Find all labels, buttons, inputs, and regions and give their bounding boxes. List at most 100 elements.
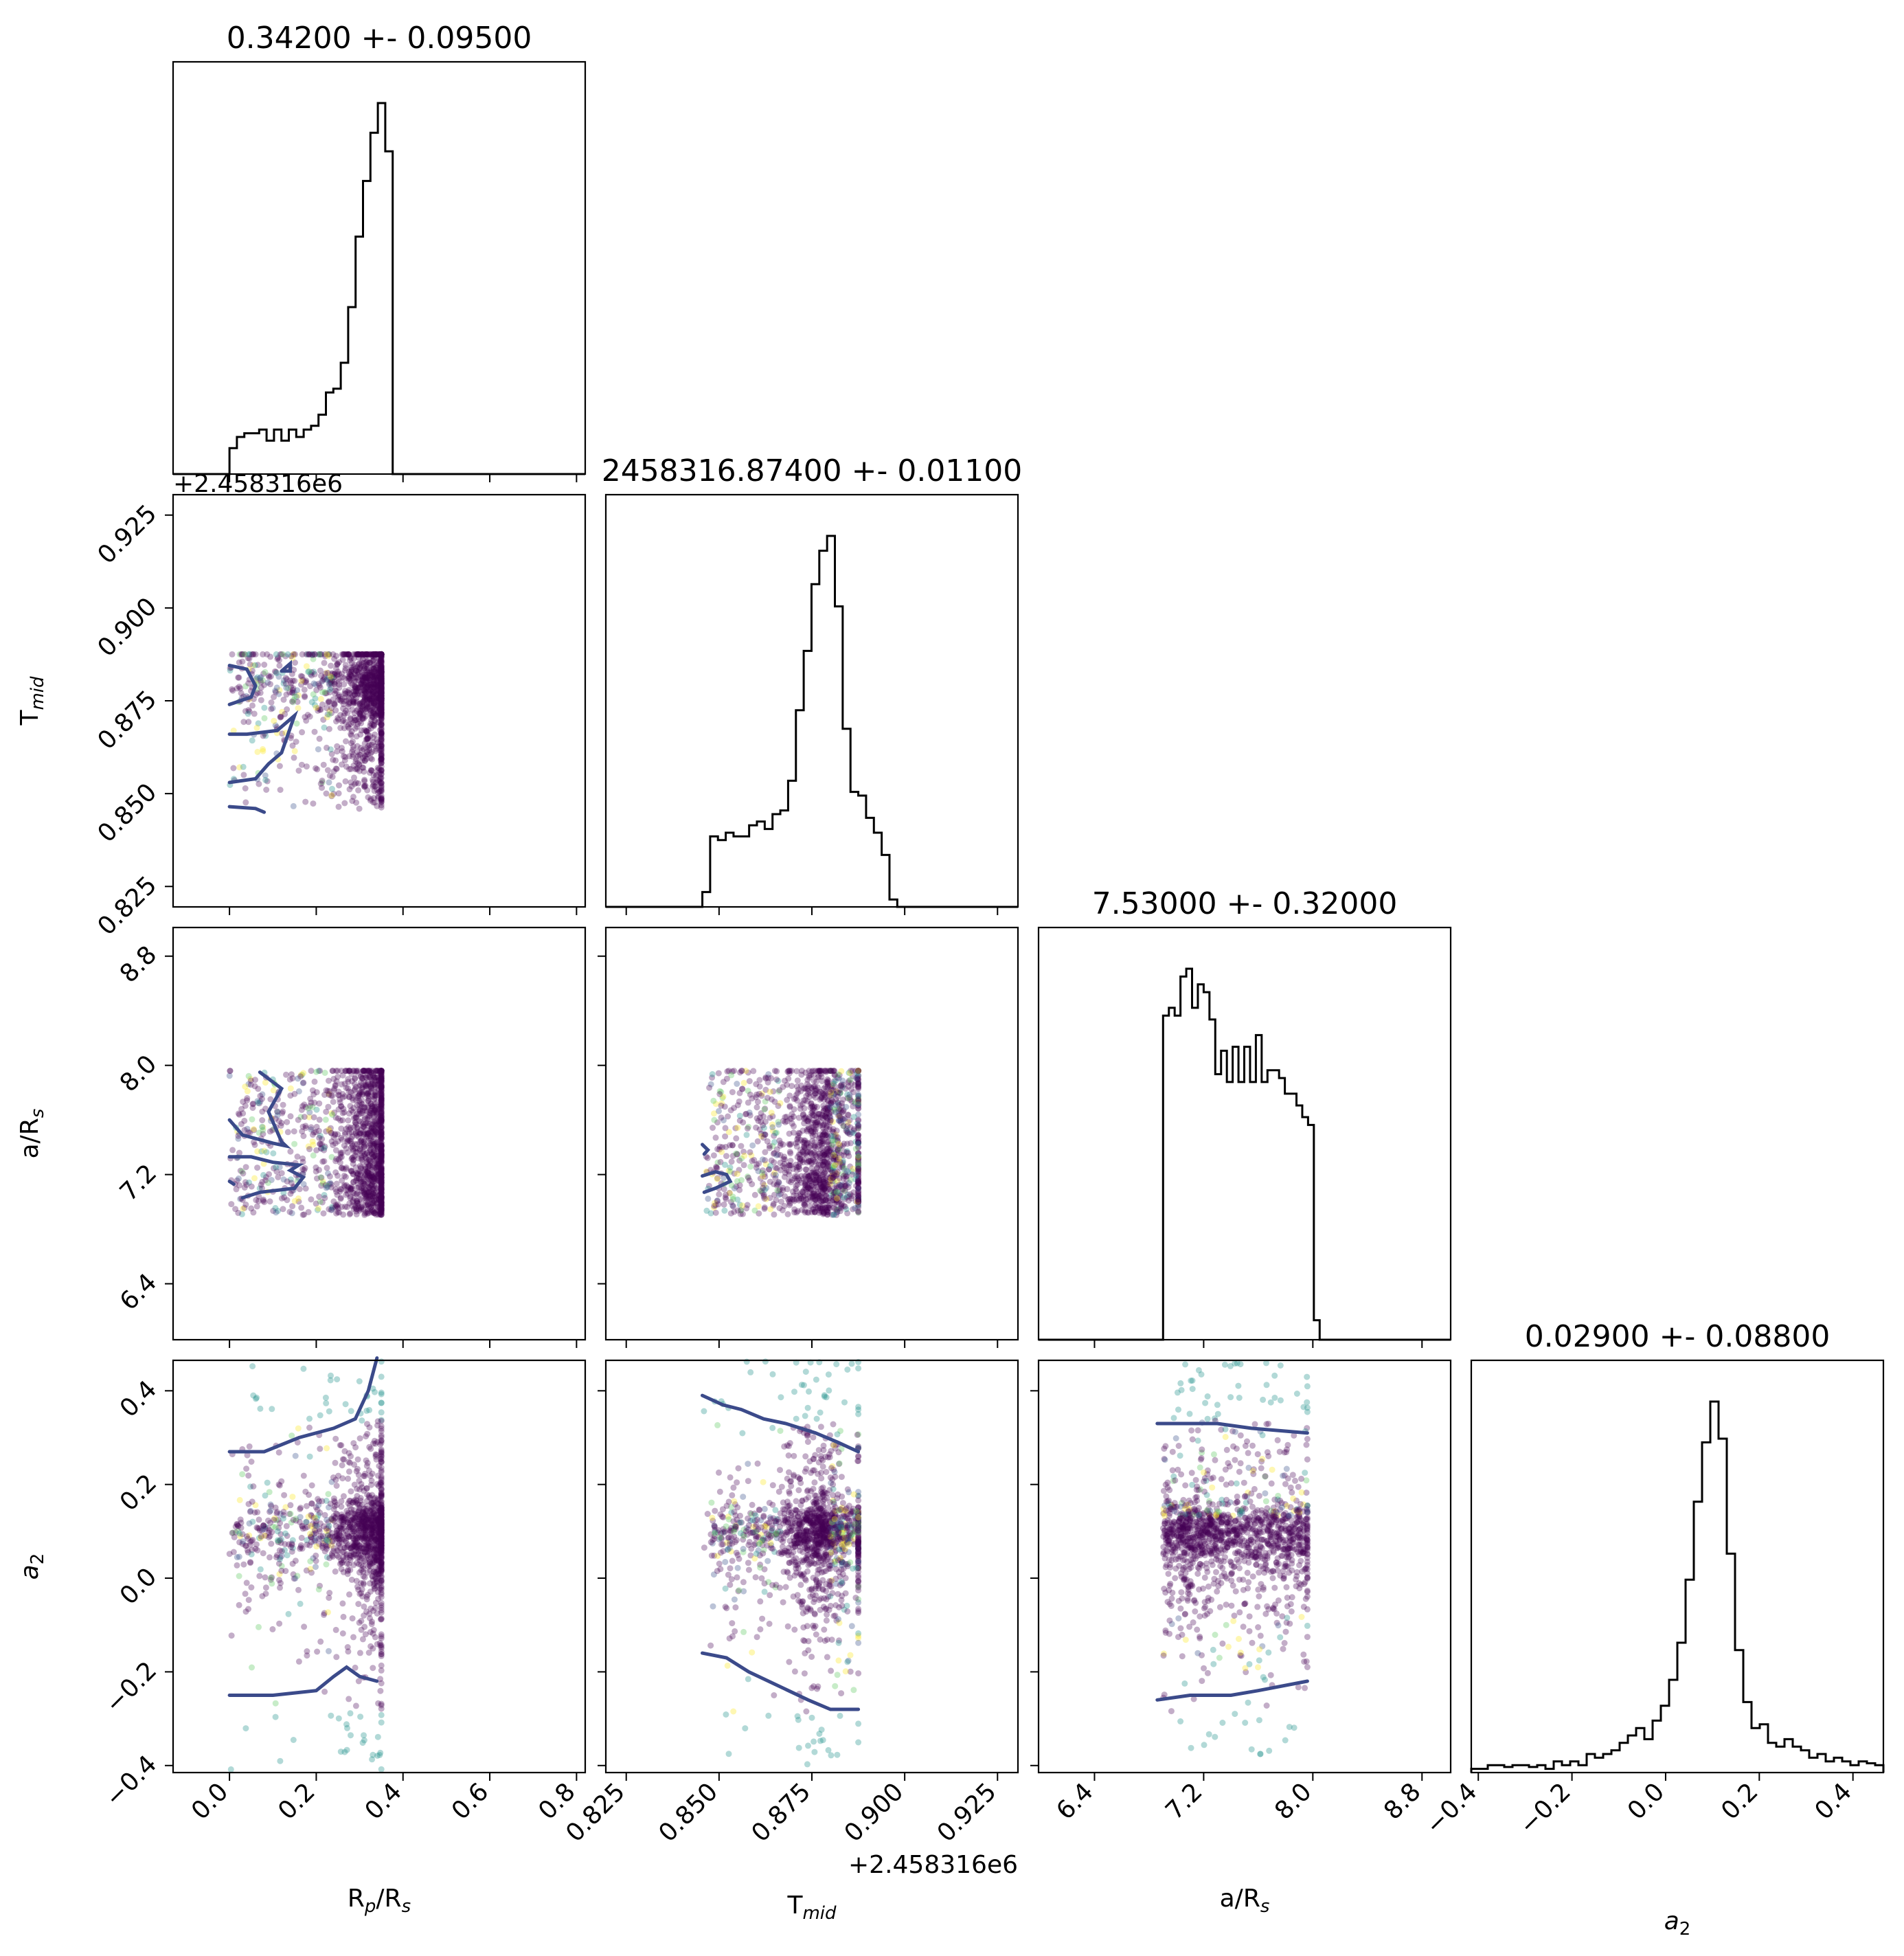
scatter-point bbox=[321, 1688, 328, 1695]
scatter-point bbox=[352, 1083, 359, 1090]
scatter-point bbox=[378, 710, 385, 717]
scatter-point bbox=[341, 651, 348, 657]
scatter-point bbox=[378, 668, 385, 675]
scatter-point bbox=[330, 1198, 337, 1205]
scatter-point bbox=[303, 651, 310, 657]
scatter-point bbox=[276, 662, 283, 669]
scatter-point bbox=[280, 1206, 286, 1213]
scatter-point bbox=[768, 1110, 775, 1116]
scatter-point bbox=[350, 752, 356, 758]
scatter-point bbox=[237, 685, 244, 692]
scatter-point bbox=[352, 688, 359, 695]
scatter-point bbox=[324, 1445, 330, 1452]
scatter-point bbox=[378, 716, 385, 723]
scatter-point bbox=[361, 740, 368, 747]
scatter-point bbox=[378, 1662, 385, 1669]
scatter-point bbox=[376, 694, 383, 700]
scatter-point bbox=[794, 1173, 800, 1180]
scatter-point bbox=[368, 699, 374, 706]
scatter-point bbox=[843, 1149, 850, 1156]
scatter-point bbox=[378, 680, 385, 687]
scatter-point bbox=[734, 1125, 741, 1131]
scatter-point bbox=[286, 677, 293, 684]
scatter-point bbox=[768, 1157, 775, 1164]
scatter-point bbox=[315, 651, 322, 657]
scatter-point bbox=[843, 1167, 850, 1174]
scatter-point bbox=[363, 651, 370, 658]
scatter-point bbox=[261, 715, 268, 721]
scatter-point bbox=[349, 1133, 356, 1140]
scatter-point bbox=[731, 1105, 738, 1112]
scatter-point bbox=[378, 686, 385, 693]
scatter-point bbox=[374, 802, 381, 809]
scatter-point bbox=[352, 1702, 359, 1709]
scatter-point bbox=[855, 1079, 862, 1086]
scatter-point bbox=[767, 1178, 773, 1185]
scatter-point bbox=[368, 767, 375, 774]
scatter-point bbox=[359, 1085, 365, 1092]
scatter-point bbox=[344, 651, 351, 657]
scatter-point bbox=[288, 684, 295, 690]
scatter-point bbox=[716, 1143, 723, 1150]
scatter-point bbox=[378, 686, 385, 693]
scatter-point bbox=[325, 1491, 332, 1498]
scatter-point bbox=[727, 1164, 734, 1171]
scatter-point bbox=[378, 721, 385, 728]
scatter-point bbox=[264, 651, 271, 657]
scatter-point bbox=[370, 782, 377, 789]
scatter-point bbox=[378, 759, 385, 766]
scatter-point bbox=[378, 651, 385, 657]
scatter-point bbox=[760, 1122, 767, 1129]
scatter-point bbox=[378, 651, 385, 657]
scatter-point bbox=[815, 1073, 822, 1080]
scatter-point bbox=[341, 690, 348, 697]
scatter-point bbox=[855, 1068, 862, 1075]
scatter-point bbox=[308, 1196, 315, 1203]
scatter-point bbox=[811, 1209, 818, 1215]
scatter-point bbox=[317, 651, 323, 657]
scatter-point bbox=[335, 668, 341, 675]
scatter-point bbox=[236, 651, 243, 657]
scatter-point bbox=[376, 765, 383, 772]
scatter-point bbox=[285, 685, 291, 692]
scatter-point bbox=[242, 1201, 249, 1208]
scatter-point bbox=[335, 790, 342, 797]
scatter-point bbox=[361, 674, 368, 681]
scatter-point bbox=[348, 1107, 354, 1114]
scatter-point bbox=[262, 772, 269, 779]
scatter-point bbox=[242, 708, 249, 715]
scatter-point bbox=[370, 778, 376, 785]
scatter-point bbox=[367, 651, 374, 657]
scatter-point bbox=[378, 695, 385, 702]
scatter-point bbox=[316, 1134, 323, 1141]
scatter-point bbox=[363, 1075, 370, 1081]
scatter-point bbox=[305, 668, 312, 675]
scatter-point bbox=[840, 1175, 847, 1182]
scatter-point bbox=[353, 708, 360, 714]
scatter-point bbox=[361, 776, 368, 783]
scatter-point bbox=[345, 1117, 352, 1124]
scatter-point bbox=[367, 684, 374, 690]
scatter-point bbox=[378, 683, 385, 690]
scatter-point bbox=[255, 662, 261, 668]
scatter-point bbox=[794, 1077, 801, 1084]
scatter-point bbox=[348, 679, 354, 686]
scatter-point bbox=[284, 1197, 291, 1204]
scatter-point bbox=[348, 668, 354, 675]
scatter-point bbox=[819, 1208, 826, 1215]
scatter-point bbox=[240, 719, 247, 726]
scatter-point bbox=[340, 651, 347, 657]
scatter-point bbox=[356, 700, 363, 707]
scatter-point bbox=[303, 763, 310, 770]
scatter-point bbox=[236, 684, 242, 690]
scatter-point bbox=[709, 1071, 716, 1077]
scatter-point bbox=[802, 1176, 809, 1183]
scatter-point bbox=[315, 746, 321, 753]
scatter-point bbox=[855, 1169, 862, 1176]
scatter-point bbox=[378, 1110, 385, 1117]
scatter-point bbox=[291, 747, 298, 754]
scatter-point bbox=[378, 651, 385, 657]
scatter-point bbox=[243, 1182, 250, 1188]
scatter-point bbox=[332, 707, 339, 714]
scatter-point bbox=[372, 651, 379, 657]
